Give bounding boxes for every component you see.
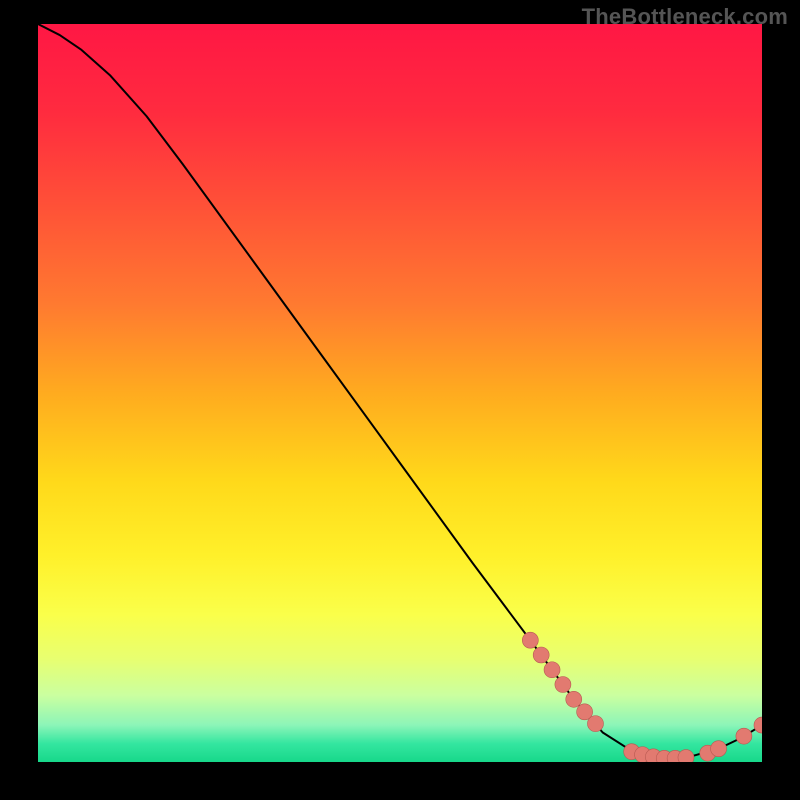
data-marker [736, 728, 752, 744]
data-marker [555, 677, 571, 693]
data-marker [587, 716, 603, 732]
gradient-background [38, 24, 762, 762]
plot-svg [38, 24, 762, 762]
plot-area [38, 24, 762, 762]
data-marker [522, 632, 538, 648]
data-marker [711, 741, 727, 757]
data-marker [533, 647, 549, 663]
chart-canvas: TheBottleneck.com [0, 0, 800, 800]
data-marker [544, 662, 560, 678]
data-marker [566, 691, 582, 707]
